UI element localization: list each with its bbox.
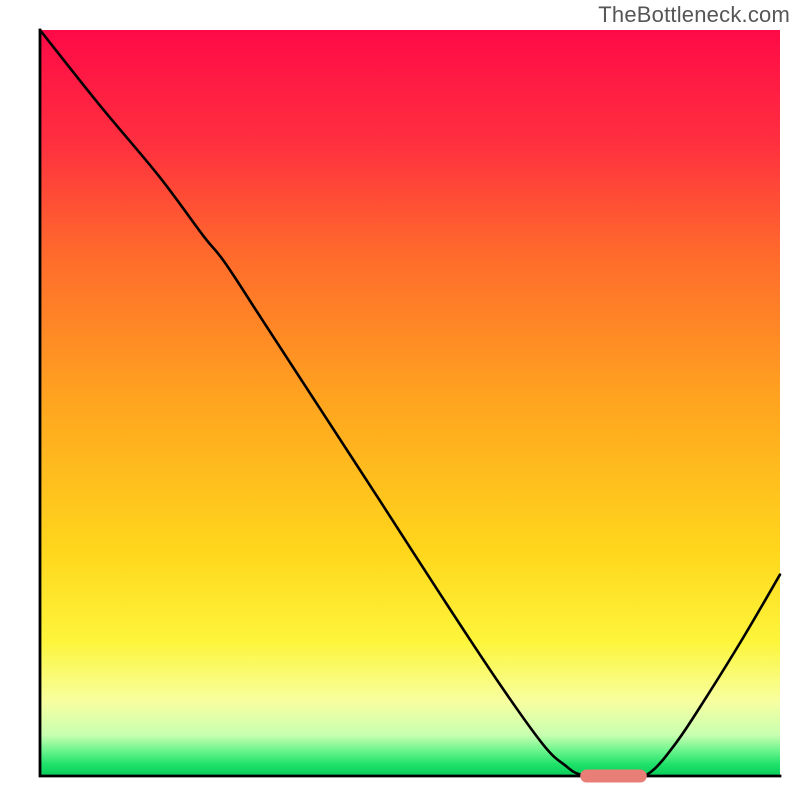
chart-container: TheBottleneck.com: [0, 0, 800, 800]
watermark-text: TheBottleneck.com: [598, 2, 790, 28]
optimal-marker: [580, 770, 647, 783]
plot-background: [40, 30, 780, 776]
bottleneck-chart: [0, 0, 800, 800]
